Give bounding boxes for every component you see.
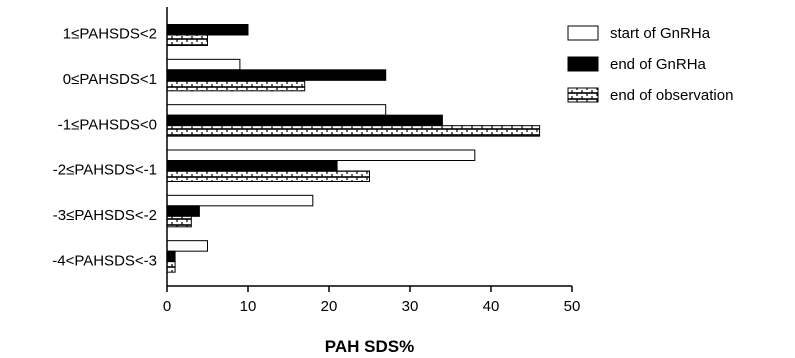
category-label: 0≤PAHSDS<1	[63, 71, 157, 88]
x-tick-label: 30	[402, 298, 419, 315]
bar-2-3	[166, 114, 443, 127]
category-label: 1≤PAHSDS<2	[63, 26, 157, 43]
bars-layer	[166, 24, 541, 273]
bar-2-4	[166, 160, 338, 172]
bar-2-6	[166, 250, 176, 263]
bar-1-6	[166, 240, 208, 252]
legend-label-2: end of GnRHa	[610, 56, 707, 73]
bar-1-4	[166, 149, 476, 161]
bar-1-3	[166, 104, 387, 116]
x-tick-label: 10	[240, 298, 257, 315]
legend-label-3: end of observation	[610, 87, 733, 104]
legend-swatch-2	[567, 56, 599, 72]
category-label: -2≤PAHSDS<-1	[53, 162, 157, 179]
x-tick-label: 50	[564, 298, 581, 315]
bar-3-6	[166, 261, 176, 273]
legend: start of GnRHa end of GnRHa end of observa…	[567, 25, 733, 104]
legend-label-1: start of GnRHa	[610, 25, 711, 42]
x-tick-label: 40	[483, 298, 500, 315]
bar-2-5	[166, 205, 200, 217]
bar-3-5	[166, 215, 192, 228]
legend-swatch-3	[567, 87, 599, 103]
legend-swatch-1	[567, 25, 599, 41]
bar-2-1	[166, 24, 249, 36]
axes-layer: 1≤PAHSDS<2 0≤PAHSDS<1 -1≤PAHSDS<0 -2≤PAHSDS…	[52, 7, 580, 356]
bar-3-3	[166, 125, 541, 137]
category-label: -3≤PAHSDS<-2	[53, 207, 157, 224]
category-label: -4<PAHSDS<-3	[52, 252, 157, 269]
bar-3-1	[166, 34, 208, 46]
bar-3-4	[166, 170, 370, 182]
bar-2-2	[166, 69, 387, 81]
x-axis-title: PAH SDS%	[325, 337, 414, 356]
x-tick-label: 20	[321, 298, 338, 315]
x-tick-label: 0	[163, 298, 171, 315]
bar-1-5	[166, 194, 314, 207]
category-label: -1≤PAHSDS<0	[58, 116, 157, 133]
bar-3-2	[166, 79, 306, 92]
bar-1-2	[166, 58, 241, 71]
